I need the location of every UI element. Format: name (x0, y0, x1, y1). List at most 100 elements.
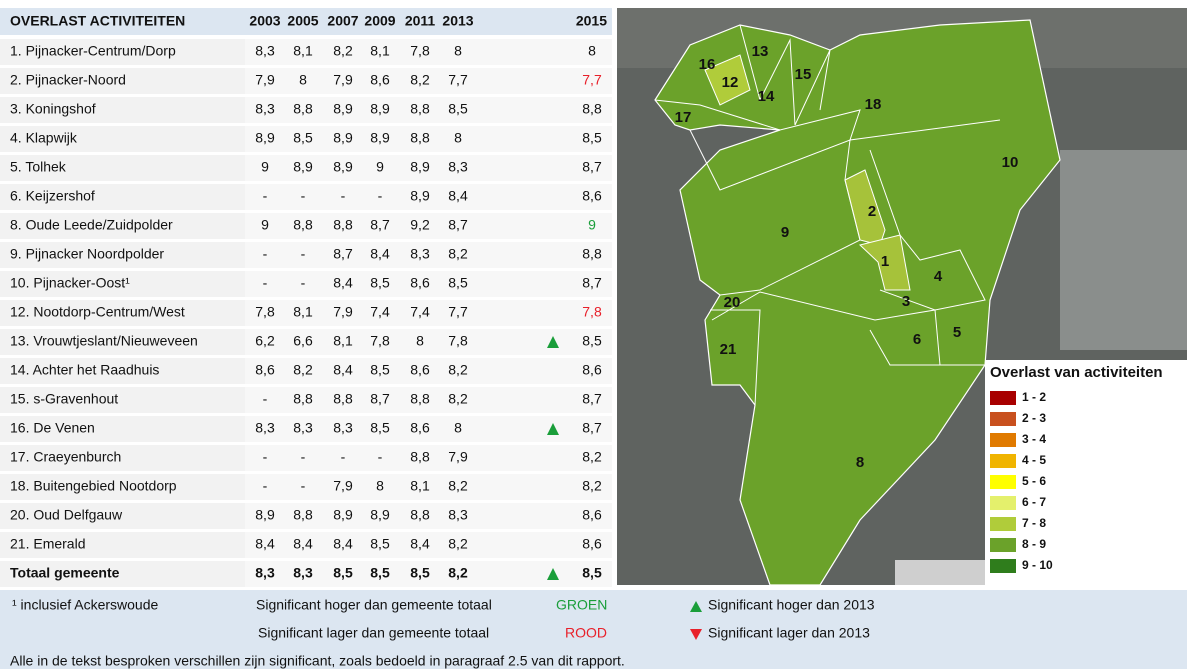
cell: 8,3 (293, 420, 313, 436)
legend-swatch (990, 538, 1016, 552)
legend-label: 8 - 9 (1022, 537, 1046, 551)
cell: 8,9 (333, 507, 353, 523)
map-texture (895, 560, 985, 585)
cell: 9 (261, 217, 269, 233)
cell: 8,2 (448, 391, 468, 407)
cell: 8,3 (255, 101, 275, 117)
cell: 8,9 (370, 101, 390, 117)
cell: 8,8 (333, 391, 353, 407)
cell: - (301, 246, 306, 262)
cell: 8,9 (370, 130, 390, 146)
row-name: 12. Nootdorp-Centrum/West (10, 304, 185, 320)
footnote: ¹ inclusief Ackerswoude (12, 597, 159, 613)
cell: 6,6 (293, 333, 313, 349)
legend-text: ROOD (565, 625, 607, 641)
cell: 8 (416, 333, 424, 349)
cell: 8,8 (293, 507, 313, 523)
legend-swatch (990, 433, 1016, 447)
cell: 8,8 (582, 246, 602, 262)
cell: 8,7 (582, 391, 602, 407)
cell: 8,4 (293, 536, 313, 552)
region-label: 3 (902, 293, 910, 310)
cell: 8,7 (370, 217, 390, 233)
cell: 8,1 (293, 304, 313, 320)
cell: 8,3 (333, 420, 353, 436)
cell: 8,8 (410, 507, 430, 523)
map: Overlast van activiteiten 16131215141817… (617, 8, 1187, 585)
cell: 7,7 (448, 304, 468, 320)
cell: 8,3 (410, 246, 430, 262)
cell: 7,9 (333, 478, 353, 494)
map-legend-title: Overlast van activiteiten (990, 364, 1163, 381)
cell: 7,9 (448, 449, 468, 465)
cell: 8,6 (410, 275, 430, 291)
header-cell: 2005 (287, 13, 318, 29)
cell: 8,5 (448, 275, 468, 291)
cell: 8,2 (582, 478, 602, 494)
cell: 7,8 (370, 333, 390, 349)
cell: 8,5 (370, 565, 390, 581)
cell: - (341, 449, 346, 465)
cell: 8,5 (293, 130, 313, 146)
cell: 9 (376, 159, 384, 175)
cell: 8,4 (410, 536, 430, 552)
cell: 8,8 (293, 217, 313, 233)
cell: 8,5 (448, 101, 468, 117)
cell: 8,2 (448, 246, 468, 262)
cell: 8,5 (582, 130, 602, 146)
cell: 7,4 (410, 304, 430, 320)
cell: 8 (376, 478, 384, 494)
region-label: 9 (781, 224, 789, 241)
cell: 8,8 (410, 449, 430, 465)
cell: 8,6 (410, 420, 430, 436)
cell: 8,3 (255, 420, 275, 436)
cell: 8,2 (448, 478, 468, 494)
cell: 8,8 (293, 391, 313, 407)
region-label: 13 (752, 43, 769, 60)
cell: 8,3 (255, 43, 275, 59)
legend-label: 3 - 4 (1022, 432, 1046, 446)
cell: 8,3 (293, 565, 313, 581)
header-cell: 2013 (442, 13, 473, 29)
row-name: 13. Vrouwtjeslant/Nieuweveen (10, 333, 198, 349)
cell: - (263, 449, 268, 465)
cell: 7,8 (448, 333, 468, 349)
cell: 8,6 (582, 536, 602, 552)
cell: 8 (299, 72, 307, 88)
row-name: 1. Pijnacker-Centrum/Dorp (10, 43, 176, 59)
cell: - (301, 275, 306, 291)
row-name: 2. Pijnacker-Noord (10, 72, 126, 88)
cell: 7,9 (333, 72, 353, 88)
cell: 8,8 (333, 217, 353, 233)
cell: 8,5 (370, 362, 390, 378)
cell: 8,5 (410, 565, 430, 581)
cell: 8,3 (448, 507, 468, 523)
cell: 8,2 (448, 536, 468, 552)
row-name: 20. Oud Delfgauw (10, 507, 123, 523)
cell: 8,8 (410, 391, 430, 407)
row-name: 3. Koningshof (10, 101, 96, 117)
row-name: 16. De Venen (10, 420, 95, 436)
cell: 8,7 (370, 391, 390, 407)
cell: 8,4 (255, 536, 275, 552)
cell: 8,2 (333, 43, 353, 59)
header-cell: 2015 (576, 13, 607, 29)
cell: 7,8 (582, 304, 602, 320)
cell: 8,4 (333, 362, 353, 378)
row-name: 15. s-Gravenhout (10, 391, 118, 407)
cell: 8 (454, 130, 462, 146)
cell: 8,8 (410, 101, 430, 117)
legend-label: 4 - 5 (1022, 453, 1046, 467)
cell: 8,5 (333, 565, 353, 581)
cell: 8,9 (333, 101, 353, 117)
region-label: 4 (934, 268, 943, 285)
cell: 9 (588, 217, 596, 233)
cell: 8,6 (410, 362, 430, 378)
legend-label: 1 - 2 (1022, 390, 1046, 404)
legend-label: 9 - 10 (1022, 558, 1053, 572)
cell: 7,7 (582, 72, 602, 88)
cell: - (263, 246, 268, 262)
row-name: 18. Buitengebied Nootdorp (10, 478, 177, 494)
cell: - (263, 188, 268, 204)
cell: 8,4 (448, 188, 468, 204)
